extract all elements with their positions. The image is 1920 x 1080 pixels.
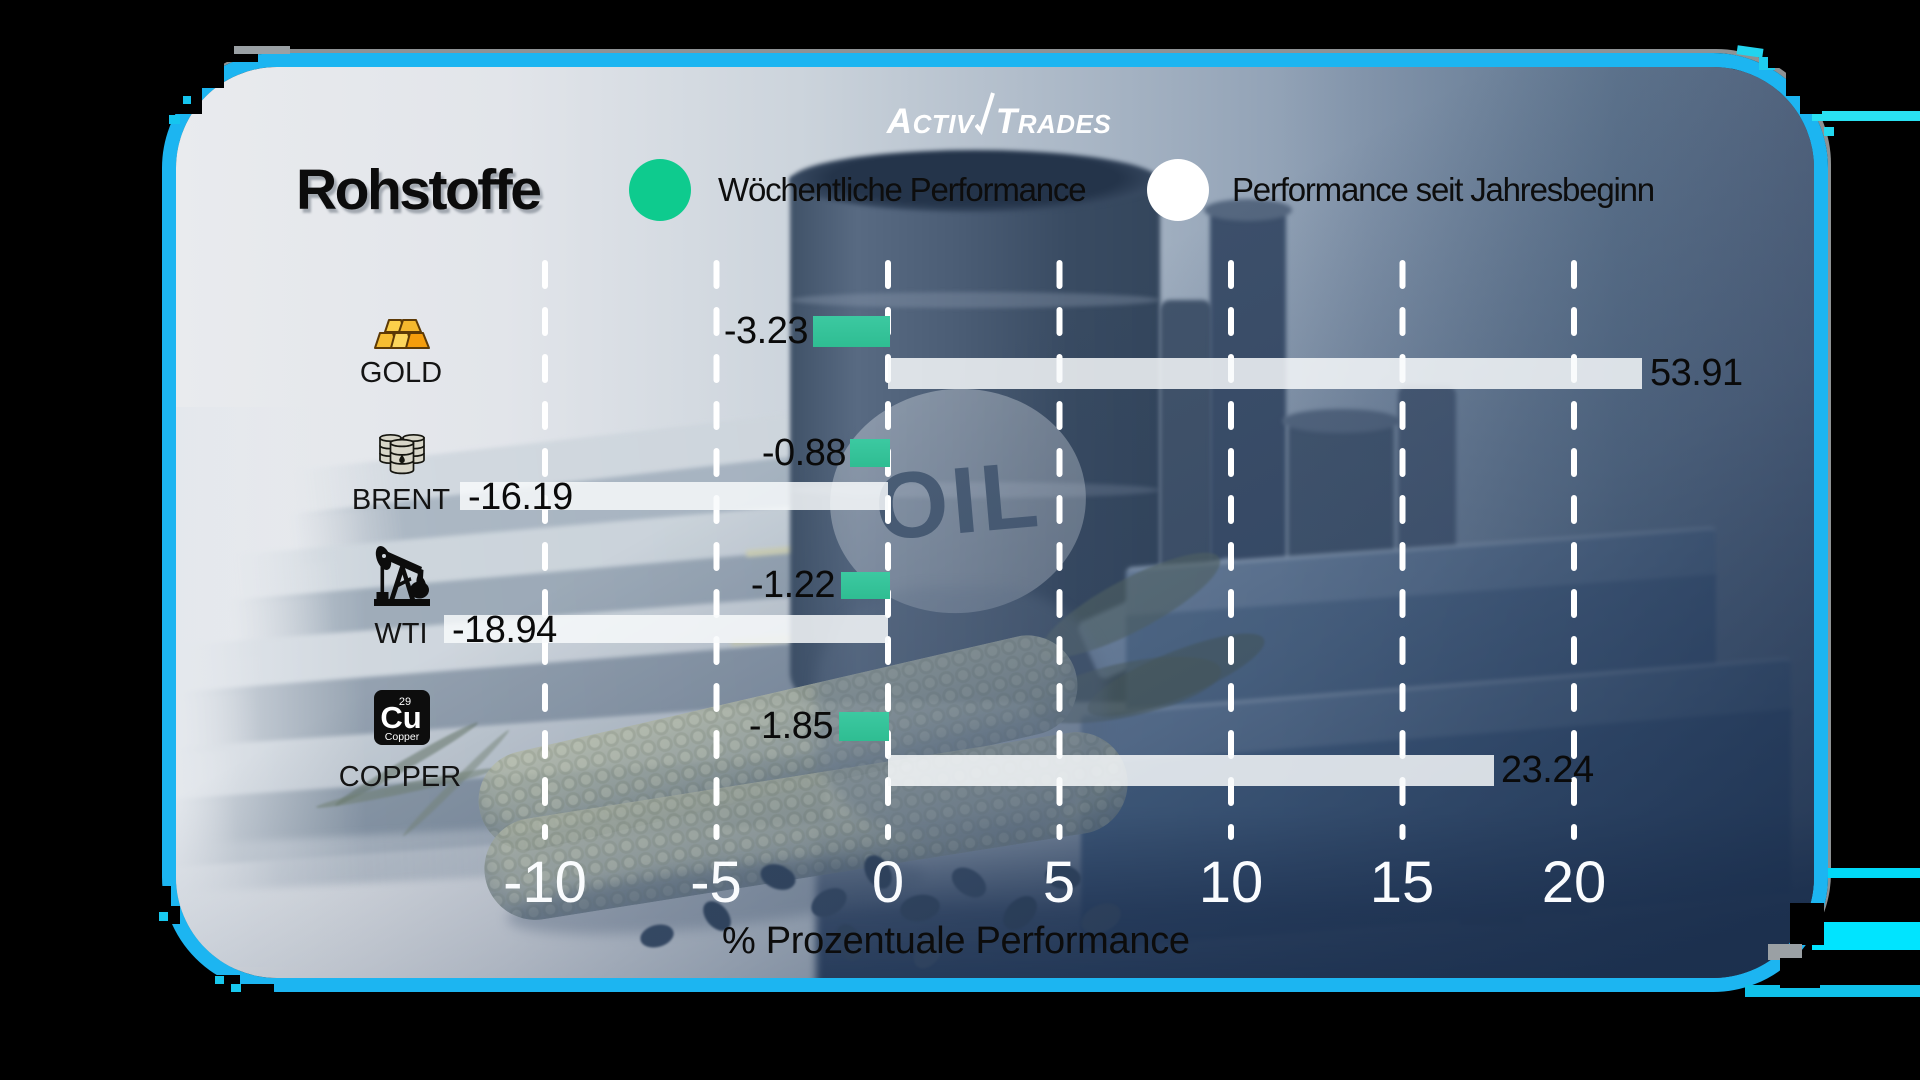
svg-text:29: 29: [399, 696, 411, 708]
svg-text:Cu: Cu: [380, 700, 421, 735]
svg-text:Copper: Copper: [385, 731, 420, 743]
